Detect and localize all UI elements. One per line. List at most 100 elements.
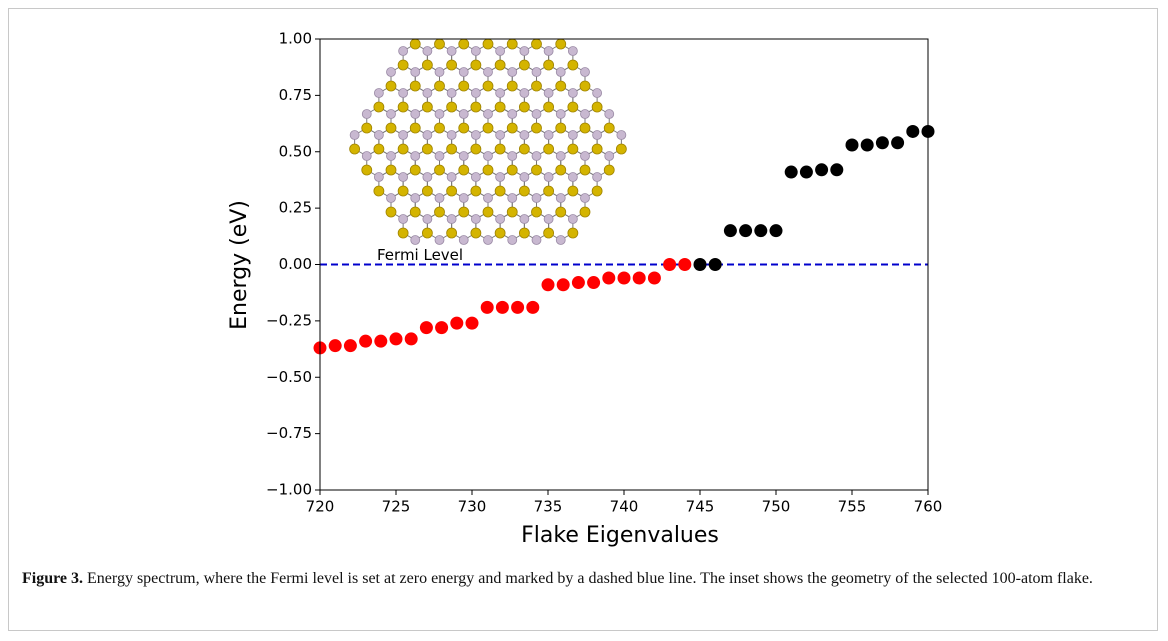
inset-atom [410, 67, 421, 77]
point [739, 224, 753, 238]
inset-atom [409, 38, 421, 50]
inset-atom [385, 80, 397, 92]
inset-atom [458, 67, 469, 77]
inset-atom [483, 67, 493, 77]
inset-atom [482, 38, 494, 50]
inset-atom [421, 143, 433, 155]
figure-frame [8, 8, 1158, 631]
inset-atom [507, 151, 518, 161]
inset-atom [470, 185, 482, 197]
inset-atom [373, 88, 384, 98]
inset-atom [483, 193, 493, 203]
inset-atom [458, 193, 469, 203]
inset-atom [397, 185, 409, 197]
inset-atom [434, 109, 445, 119]
inset-atom [518, 143, 530, 155]
y-tick-label: −1.00 [266, 481, 312, 499]
inset-atom [591, 185, 603, 197]
point [647, 271, 661, 285]
inset-atom [506, 206, 518, 218]
inset-atom [385, 122, 397, 134]
inset-atom [506, 80, 518, 92]
inset-atom [519, 130, 530, 140]
inset-atom [518, 185, 530, 197]
inset-atom [506, 122, 518, 134]
point [769, 224, 783, 238]
inset-atom [470, 59, 482, 71]
inset-atom [555, 193, 566, 203]
inset-atom [591, 101, 603, 113]
inset-atom [470, 172, 481, 182]
y-tick-label: −0.25 [266, 311, 312, 329]
inset-atom [410, 193, 421, 203]
point [602, 271, 616, 285]
inset-atom [470, 88, 481, 98]
inset-atom [373, 172, 384, 182]
inset-atom [398, 88, 409, 98]
inset-atom [531, 122, 542, 134]
inset-atom [409, 164, 421, 176]
inset-atom [494, 143, 506, 155]
inset-atom [543, 59, 555, 71]
inset-atom [361, 151, 372, 161]
inset-atom [373, 101, 385, 113]
inset-atom [482, 122, 494, 134]
inset-atom [421, 101, 433, 113]
point [374, 334, 388, 348]
point [799, 165, 813, 179]
caption-label: Figure 3. [22, 570, 84, 587]
inset-flake [349, 38, 627, 245]
inset-atom [567, 227, 579, 239]
inset-atom [580, 67, 590, 77]
inset-atom [543, 214, 554, 224]
inset-atom [434, 80, 445, 92]
inset-atom [446, 227, 458, 239]
inset-atom [361, 122, 373, 134]
y-tick-label: 0.75 [279, 86, 312, 104]
y-tick-label: 0.00 [279, 255, 312, 273]
inset-atom [422, 46, 433, 56]
inset-atom [409, 80, 421, 92]
inset-atom [458, 109, 469, 119]
point [587, 276, 601, 290]
inset-atom [458, 206, 470, 218]
plot-frame [319, 38, 929, 491]
x-tick-label: 755 [838, 498, 867, 516]
inset-atom [543, 130, 554, 140]
inset-atom [616, 130, 627, 140]
y-tick-label: 0.25 [279, 199, 312, 217]
inset-atom [506, 38, 518, 50]
inset-atom [579, 164, 591, 176]
point [526, 300, 540, 314]
inset-atom [543, 46, 554, 56]
inset-atom [446, 88, 457, 98]
inset-atom [494, 227, 506, 239]
point [541, 278, 555, 292]
inset-atom [434, 151, 445, 161]
inset-atom [398, 46, 409, 56]
inset-atom [567, 172, 578, 182]
inset-atom [567, 59, 579, 71]
inset-atom [543, 227, 555, 239]
inset-atom [567, 130, 578, 140]
inset-atom [421, 59, 433, 71]
inset-atom [495, 214, 506, 224]
inset-atom [409, 206, 421, 218]
inset-atom [592, 88, 603, 98]
point [389, 332, 403, 346]
inset-atom [397, 227, 409, 239]
inset-atom [470, 101, 482, 113]
inset-atom [555, 80, 567, 92]
inset-atom [483, 151, 493, 161]
inset-atom [434, 67, 445, 77]
inset-atom [446, 172, 457, 182]
inset-atom [579, 122, 591, 134]
inset-atom [531, 109, 542, 119]
inset-atom [446, 46, 457, 56]
inset-atom [386, 151, 396, 161]
y-tick-label: 1.00 [279, 30, 312, 48]
inset-atom [446, 59, 458, 71]
inset-atom [361, 109, 372, 119]
inset-atom [470, 143, 482, 155]
inset-atom [531, 164, 542, 176]
